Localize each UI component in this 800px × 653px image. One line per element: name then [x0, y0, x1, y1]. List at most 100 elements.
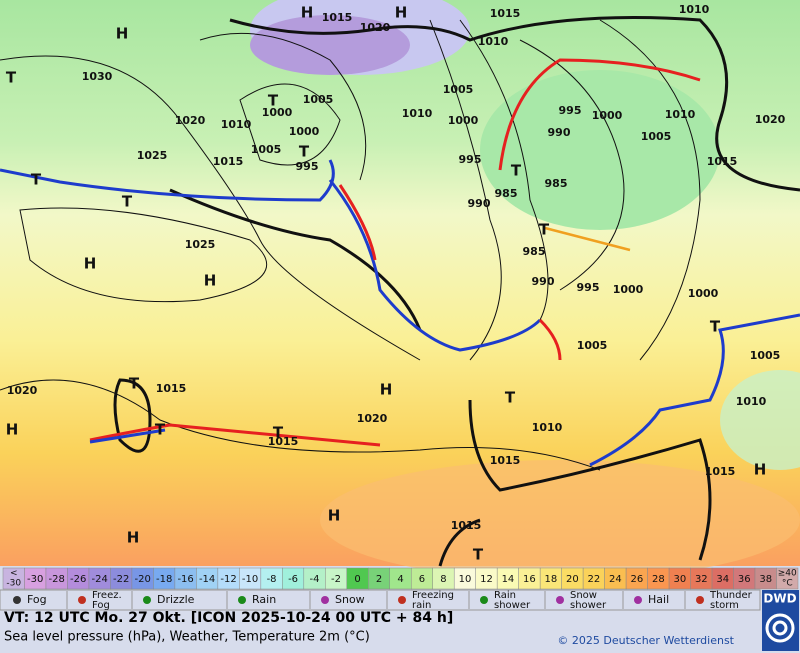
isobar-label: 1015 — [156, 382, 187, 395]
isobar-label: 995 — [577, 281, 600, 294]
valid-time: VT: 12 UTC Mo. 27 Okt. [ICON 2025-10-24 … — [4, 610, 453, 626]
isobar-label: 1015 — [451, 519, 482, 532]
colorbar-label: 26 — [630, 574, 643, 585]
pressure-center: H — [116, 25, 129, 43]
isobar-label: 1010 — [402, 107, 433, 120]
temperature-colorbar: <-30 -30 -28 -26 -24 -22 -20 -18 -16 -14 -12 -10 -8-… — [2, 567, 799, 590]
legend-symbol — [143, 596, 151, 604]
pressure-center: H — [395, 4, 408, 22]
isobar-label: 1000 — [592, 109, 623, 122]
mild-region — [720, 370, 800, 470]
colorbar-label: 0 — [354, 574, 360, 585]
legend-label: Fog — [92, 600, 110, 611]
legend-label: Rain — [494, 590, 516, 601]
legend-symbol — [78, 596, 86, 604]
colorbar-label: 12 — [480, 574, 493, 585]
colorbar-label: -12 — [220, 574, 236, 585]
legend-symbol — [634, 596, 642, 604]
pressure-center: H — [328, 507, 341, 525]
legend-label: Freez. — [92, 590, 122, 601]
isobar-label: 995 — [296, 160, 319, 173]
isobar-label: 1000 — [688, 287, 719, 300]
isobar-label: 1000 — [613, 283, 644, 296]
legend-box — [0, 589, 761, 611]
isobar-label: 1010 — [478, 35, 509, 48]
pressure-center: H — [301, 4, 314, 22]
pressure-center: T — [31, 171, 42, 189]
isobar-label: 1010 — [679, 3, 710, 16]
isobar-label: 1030 — [82, 70, 113, 83]
colorbar-label: -28 — [49, 574, 65, 585]
colorbar-label: 36 — [738, 574, 751, 585]
colorbar-label: 2 — [376, 574, 382, 585]
isobar-label: 1000 — [289, 125, 320, 138]
isobar-label: 1025 — [185, 238, 216, 251]
warm-region — [320, 460, 800, 580]
isobar-label: 1000 — [262, 106, 293, 119]
isobar-label: 1010 — [221, 118, 252, 131]
colorbar-label: 8 — [440, 574, 446, 585]
pressure-center: T — [6, 69, 17, 87]
legend-label: Drizzle — [157, 593, 195, 606]
legend-label: Hail — [648, 593, 669, 606]
colorbar-label: -20 — [134, 574, 150, 585]
legend-symbol — [556, 596, 564, 604]
warm-front — [498, 58, 701, 171]
isobar-label: 995 — [459, 153, 482, 166]
colorbar-label: 4 — [397, 574, 403, 585]
warm-front — [338, 184, 377, 261]
pressure-center: T — [129, 375, 140, 393]
pressure-center: T — [268, 92, 279, 110]
pressure-center: H — [380, 381, 393, 399]
map-labels: 1015 1020 1015 1010 H H H 1030 1020 1010 1000 1005 1… — [6, 3, 786, 564]
pressure-center: H — [754, 461, 767, 479]
cold-front — [589, 313, 800, 467]
colorbar-label: 28 — [652, 574, 665, 585]
colorbar-label: -6 — [288, 574, 298, 585]
isobar-label: 1010 — [736, 395, 767, 408]
colorbar-label: 16 — [523, 574, 536, 585]
occlusion — [544, 226, 631, 252]
isobar-label: 1015 — [490, 7, 521, 20]
isobar-label: 1020 — [357, 412, 388, 425]
colorbar-label: 24 — [609, 574, 622, 585]
isobar-label: 1020 — [175, 114, 206, 127]
colorbar-label: -18 — [156, 574, 172, 585]
colorbar-cell — [776, 567, 799, 590]
isobar-label: 1005 — [641, 130, 672, 143]
cold-front — [328, 179, 542, 352]
pressure-center: T — [122, 193, 133, 211]
cold-front — [89, 428, 166, 444]
logo-swirl — [772, 620, 788, 636]
isobar-label: 1015 — [322, 11, 353, 24]
colorbar-label: -24 — [92, 574, 108, 585]
legend-label: Snow — [570, 590, 597, 601]
legend-label: storm — [710, 600, 739, 611]
legend-label: Rain — [252, 593, 276, 606]
map-area — [0, 0, 800, 580]
colorbar-label: -30 — [27, 574, 43, 585]
logo-text: DWD — [763, 592, 796, 606]
colorbar-label: 38 — [759, 574, 772, 585]
isobar-label: 985 — [545, 177, 568, 190]
isobar-label: 995 — [559, 104, 582, 117]
isobar-label: 1005 — [303, 93, 334, 106]
legend-label: Thunder — [709, 590, 753, 601]
pressure-center: T — [273, 424, 284, 442]
main-isobars — [113, 16, 800, 567]
pressure-center: T — [299, 143, 310, 161]
colorbar-label: -26 — [70, 574, 86, 585]
isobar-label: 1005 — [443, 83, 474, 96]
colorbar-label: -14 — [199, 574, 215, 585]
isobar-label: 1010 — [665, 108, 696, 121]
isobar-label: 1015 — [705, 465, 736, 478]
colorbar-label: 10 — [459, 574, 472, 585]
pressure-center: T — [710, 318, 721, 336]
pressure-center: T — [539, 221, 550, 239]
colorbar-label: 18 — [545, 574, 558, 585]
isobar-label: 1005 — [577, 339, 608, 352]
isobar-label: 1015 — [268, 435, 299, 448]
colorbar-label: < — [10, 569, 18, 579]
pressure-center: H — [6, 421, 19, 439]
isobar-label: 1015 — [490, 454, 521, 467]
